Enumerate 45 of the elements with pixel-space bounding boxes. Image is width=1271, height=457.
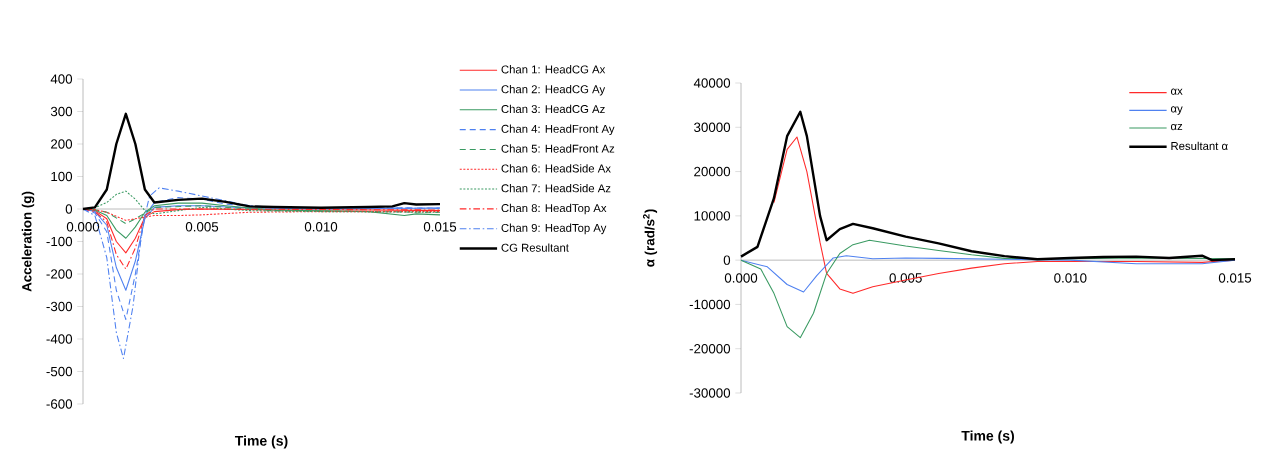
- legend-label: Chan 8: HeadTop Ax: [501, 203, 607, 215]
- legend-label: Chan 6: HeadSide Ax: [501, 164, 611, 173]
- y-tick-label: 30000: [694, 122, 731, 132]
- y-tick-label: 10000: [694, 211, 731, 221]
- x-tick-label: 0.000: [724, 273, 758, 283]
- x-tick-label: 0.015: [1218, 273, 1252, 283]
- legend-label: Chan 2: HeadCG Ay: [501, 84, 606, 96]
- legend-label: CG Resultant: [501, 243, 569, 252]
- y-tick-label: 200: [51, 139, 73, 149]
- legend-label: αy: [1170, 106, 1183, 115]
- y-tick-label: 300: [50, 106, 73, 117]
- legend-label: Chan 1: HeadCG Ax: [501, 65, 606, 74]
- y-tick-label: -300: [46, 301, 73, 312]
- y-axis-title: α (rad/s$^{2}$): [642, 209, 658, 267]
- y-tick-label: -600: [46, 399, 73, 409]
- x-tick-label: 0.015: [423, 222, 457, 232]
- x-tick-label: 0.005: [889, 273, 922, 283]
- y-tick-label: -30000: [689, 388, 731, 398]
- x-tick-label: 0.005: [185, 222, 219, 232]
- legend-label: Chan 5: HeadFront Az: [501, 144, 615, 153]
- legend-label: Chan 7: HeadSide Az: [501, 183, 611, 193]
- legend-label: Resultant α: [1171, 141, 1228, 151]
- y-tick-label: -400: [46, 334, 73, 344]
- y-tick-label: -100: [46, 236, 73, 247]
- legend-label: Chan 3: HeadCG Az: [501, 104, 605, 114]
- y-tick-label: 100: [51, 171, 73, 182]
- legend-label: αz: [1170, 123, 1183, 131]
- y-tick-label: -10000: [689, 299, 731, 310]
- legend-label: Chan 9: HeadTop Ay: [501, 223, 607, 235]
- x-tick-label: 0.010: [1054, 273, 1087, 283]
- x-axis-title: Time (s): [961, 430, 1014, 444]
- legend-label: Chan 4: HeadFront Ay: [501, 124, 615, 136]
- x-axis-title: Time (s): [234, 435, 288, 449]
- y-tick-label: 400: [50, 74, 73, 84]
- y-tick-label: -20000: [689, 344, 731, 354]
- y-tick-label: 40000: [693, 78, 731, 88]
- x-tick-label: 0.010: [304, 222, 338, 232]
- y-tick-label: 20000: [694, 166, 731, 177]
- legend-label: αx: [1170, 88, 1183, 95]
- x-tick-label: 0.000: [66, 222, 100, 232]
- y-tick-label: -500: [46, 366, 73, 377]
- y-tick-label: -200: [46, 269, 73, 279]
- y-tick-label: 0: [723, 255, 731, 265]
- y-axis-title: Acceleration (g): [21, 191, 35, 292]
- y-tick-label: 0: [65, 204, 73, 214]
